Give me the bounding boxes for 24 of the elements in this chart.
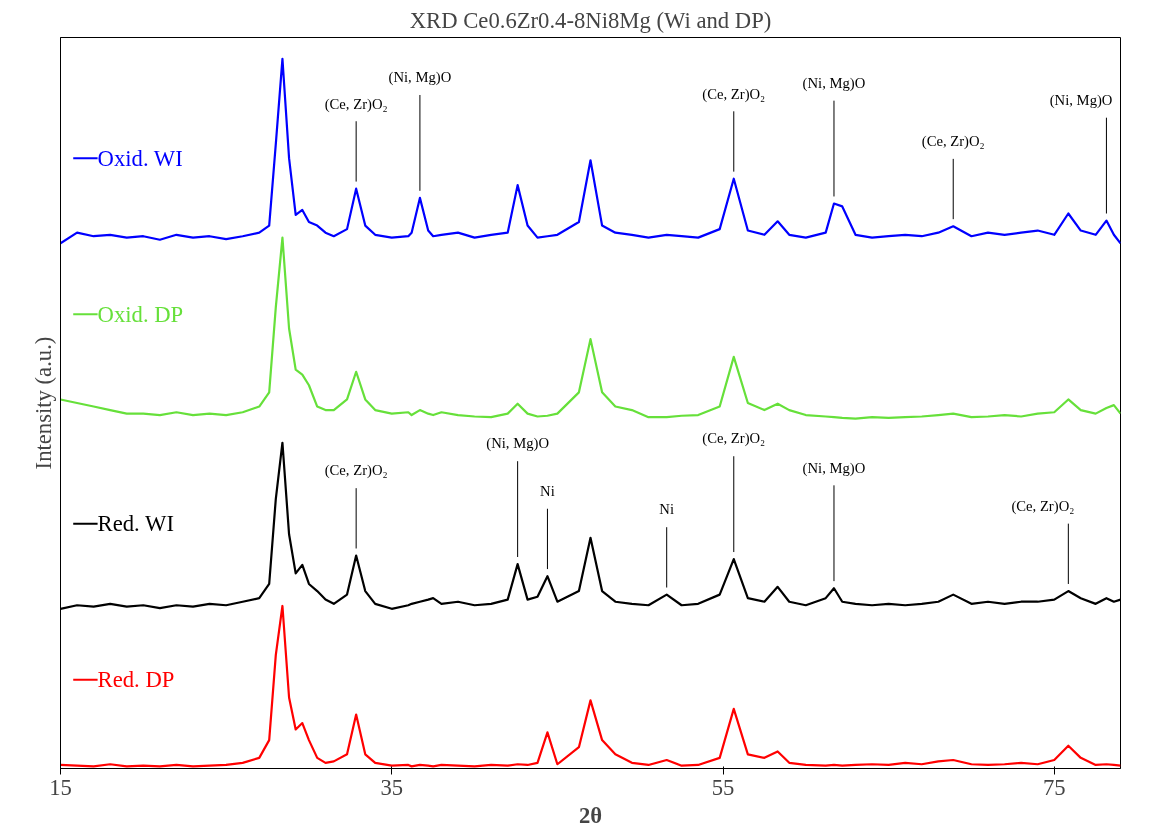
legend-label: Oxid. DP	[97, 301, 184, 327]
legend-label: Red. DP	[97, 667, 175, 693]
legend-label: Oxid. WI	[97, 145, 183, 171]
legend-label: Red. WI	[97, 511, 174, 537]
annotation: (Ni, Mg)O	[1049, 91, 1113, 109]
annotation: (Ni, Mg)O	[388, 69, 452, 87]
x-tick-label: 75	[1042, 774, 1066, 800]
x-axis-title: 2θ	[578, 802, 603, 828]
x-tick-label: 15	[49, 774, 72, 800]
annotation: (Ce, Zr)O₂	[324, 95, 388, 113]
annotation: Ni	[659, 501, 675, 518]
x-tick-label: 55	[711, 774, 735, 800]
annotation: (Ce, Zr)O₂	[702, 85, 766, 103]
annotation: (Ce, Zr)O₂	[702, 430, 766, 448]
annotation: (Ce, Zr)O₂	[324, 462, 388, 480]
y-axis-title: Intensity (a.u.)	[30, 336, 56, 470]
annotation: (Ce, Zr)O₂	[1011, 497, 1075, 515]
annotation: (Ni, Mg)O	[802, 459, 866, 477]
chart-title: XRD Ce0.6Zr0.4-8Ni8Mg (Wi and DP)	[409, 7, 772, 33]
annotation: (Ni, Mg)O	[802, 74, 866, 92]
annotation: (Ce, Zr)O₂	[921, 133, 985, 151]
annotation: (Ni, Mg)O	[486, 435, 549, 453]
annotation: Ni	[540, 483, 555, 499]
x-tick-label: 35	[380, 774, 404, 800]
